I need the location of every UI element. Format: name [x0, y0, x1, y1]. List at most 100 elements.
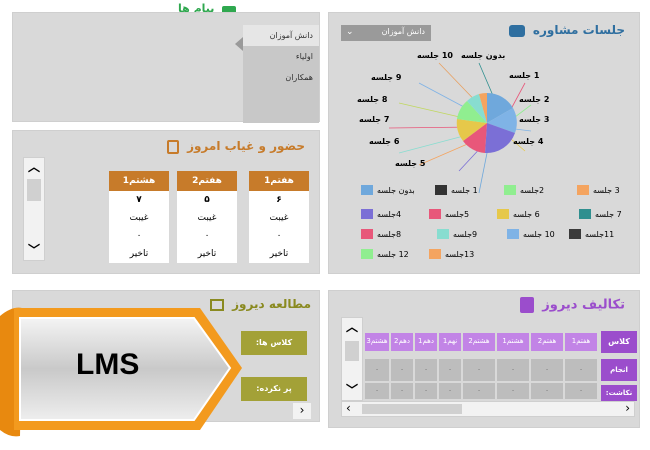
absent-count: ۵	[204, 195, 210, 205]
column-header: هفتم2	[177, 171, 237, 191]
scroll-down-icon[interactable]: ﹀	[27, 243, 40, 257]
menu-pointer-icon	[235, 37, 243, 51]
attendance-column[interactable]: هفتم2 ۵ غیبت ۰ تاخیر	[177, 171, 237, 263]
homework-column-header: دهم1	[415, 333, 437, 351]
study-title: مطالعه دیروز	[209, 297, 311, 311]
legend-swatch	[504, 185, 516, 195]
homework-column-header: هشتم2	[463, 333, 495, 351]
legend-label: 7 جلسه	[595, 209, 622, 219]
legend-swatch	[507, 229, 519, 239]
late-count: ۰	[136, 231, 142, 241]
menu-item-students[interactable]: دانش آموزان	[243, 25, 319, 46]
homework-panel: تکالیف دیروز ︿ ﹀ هشتم3 دهم2 دهم1 نهم1 هش…	[328, 290, 640, 428]
homework-cell: ۰	[531, 359, 563, 381]
attendance-panel: حضور و غیاب امروز ︿ ﹀ هشتم1 ۷ غیبت ۰ تاخ…	[12, 130, 320, 274]
pie-label-none: بدون جلسه	[461, 51, 506, 60]
legend-label: 4جلسه	[377, 209, 402, 219]
legend-item: 10 جلسه	[507, 229, 555, 239]
homework-vertical-scrollbar[interactable]: ︿ ﹀	[341, 317, 363, 401]
legend-label: 1 جلسه	[451, 185, 478, 195]
homework-horizontal-scrollbar[interactable]: ‹ ›	[341, 401, 635, 417]
pie-label-6: 6 جلسه	[369, 137, 400, 146]
legend-label: بدون جلسه	[377, 185, 415, 195]
scroll-thumb[interactable]	[362, 404, 462, 414]
legend-item: 4جلسه	[361, 209, 401, 219]
attendance-title: حضور و غیاب امروز	[166, 139, 305, 154]
legend-item: 1 جلسه	[435, 185, 478, 195]
menu-item-colleagues[interactable]: همکاران	[285, 73, 313, 82]
legend-label: 11جلسه	[585, 229, 615, 239]
homework-cell: ۰	[439, 359, 461, 381]
legend-swatch	[497, 209, 509, 219]
legend-swatch	[437, 229, 449, 239]
homework-column-header: هشتم1	[497, 333, 529, 351]
late-label: تاخیر	[197, 249, 217, 259]
pie-label-3: 3 جلسه	[519, 115, 550, 124]
scroll-up-icon[interactable]: ︿	[27, 160, 40, 174]
lms-banner	[0, 307, 242, 437]
late-count: ۰	[204, 231, 210, 241]
legend-swatch	[361, 185, 373, 195]
legend-label: 10 جلسه	[523, 229, 555, 239]
legend-item: 7 جلسه	[579, 209, 622, 219]
scroll-up-icon[interactable]: ︿	[345, 320, 358, 334]
scroll-thumb[interactable]	[27, 179, 41, 201]
legend-label: 9جلسه	[453, 229, 478, 239]
menu-item-parents[interactable]: اولیاء	[295, 52, 313, 61]
homework-cell: ۰	[565, 359, 597, 381]
homework-cell: ۰	[531, 383, 563, 399]
legend-item: 11جلسه	[569, 229, 614, 239]
homework-column-header: هفتم1	[565, 333, 597, 351]
homework-cell: ۰	[565, 383, 597, 399]
menu-panel: دانش آموزان اولیاء همکاران	[12, 12, 320, 123]
clipboard-icon	[166, 139, 179, 154]
legend-item: 9جلسه	[437, 229, 477, 239]
legend-swatch	[429, 249, 441, 259]
homework-cell: ۰	[415, 383, 437, 399]
legend-item: 2جلسه	[504, 185, 544, 195]
homework-cell: ۰	[497, 359, 529, 381]
pie-label-2: 2 جلسه	[519, 95, 550, 104]
attendance-scrollbar[interactable]: ︿ ﹀	[23, 157, 45, 261]
legend-item: 13جلسه	[429, 249, 474, 259]
legend-label: 3 جلسه	[593, 185, 620, 195]
pie-label-10: 10 جلسه	[417, 51, 453, 60]
column-header: هفتم1	[249, 171, 309, 191]
homework-column-header: نهم1	[439, 333, 461, 351]
people-icon	[508, 24, 525, 37]
legend-item: بدون جلسه	[361, 185, 415, 195]
counseling-pie-chart	[388, 62, 532, 194]
legend-swatch	[361, 229, 373, 239]
legend-label: 12 جلسه	[377, 249, 409, 259]
late-label: تاخیر	[269, 249, 289, 259]
attendance-column[interactable]: هشتم1 ۷ غیبت ۰ تاخیر	[109, 171, 169, 263]
legend-item: 8جلسه	[361, 229, 401, 239]
attendance-column[interactable]: هفتم1 ۶ غیبت ۰ تاخیر	[249, 171, 309, 263]
audience-select[interactable]: دانش آموزان ⌄	[341, 25, 431, 41]
legend-swatch	[577, 185, 589, 195]
absent-label: غیبت	[197, 213, 217, 223]
homework-cell: ۰	[463, 359, 495, 381]
scroll-down-icon[interactable]: ﹀	[345, 383, 358, 397]
scroll-right-icon[interactable]: ›	[625, 401, 630, 415]
late-label: تاخیر	[129, 249, 149, 259]
counseling-panel: جلسات مشاوره دانش آموزان ⌄	[328, 12, 640, 274]
homework-class-label: کلاس ها:	[601, 331, 637, 368]
homework-cell: ۰	[365, 359, 389, 381]
homework-cell: ۰	[415, 359, 437, 381]
legend-swatch	[435, 185, 447, 195]
messages-logo: پیام ها	[178, 2, 215, 15]
book-icon	[209, 298, 224, 311]
absent-label: غیبت	[129, 213, 149, 223]
homework-column-header: دهم2	[391, 333, 413, 351]
scroll-left-icon[interactable]: ‹	[346, 401, 351, 415]
scroll-right-icon[interactable]: ›	[293, 403, 311, 419]
legend-label: 6 جلسه	[513, 209, 540, 219]
scroll-thumb[interactable]	[345, 341, 359, 361]
pie-label-9: 9 جلسه	[371, 73, 402, 82]
pie-label-1: 1 جلسه	[509, 71, 540, 80]
homework-column-header: هفتم2	[531, 333, 563, 351]
homework-column-header: هشتم3	[365, 333, 389, 351]
pie-label-4: 4 جلسه	[513, 137, 544, 146]
absent-label: غیبت	[269, 213, 289, 223]
